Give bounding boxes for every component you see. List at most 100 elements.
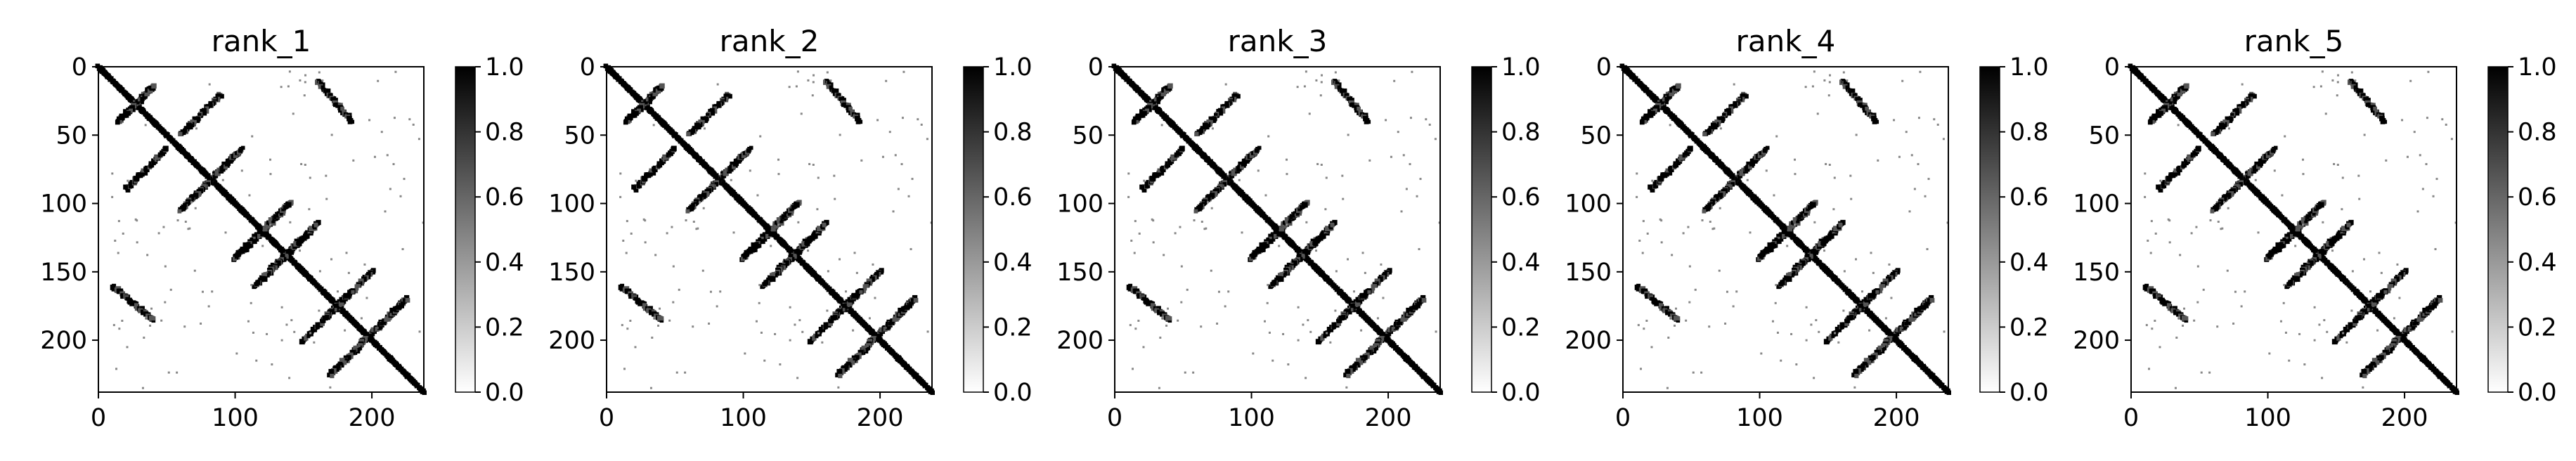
y-tick-label: 150: [40, 259, 87, 287]
sparse-contact-point: [797, 221, 800, 223]
contact-band-2: [623, 83, 665, 125]
y-tick-label: 100: [548, 190, 595, 219]
panel-title: rank_3: [1228, 24, 1328, 58]
contact-point: [353, 345, 358, 350]
sparse-contact-point: [855, 271, 858, 274]
x-tick-label: 0: [599, 404, 614, 432]
sparse-contact-point: [200, 322, 202, 325]
sparse-contact-point: [145, 316, 148, 319]
contact-point: [624, 116, 630, 122]
contact-point: [321, 85, 325, 90]
contact-point: [224, 164, 228, 169]
contact-point: [208, 103, 213, 108]
contact-band-6: [231, 200, 294, 262]
sparse-contact-point: [811, 94, 814, 97]
contact-point: [151, 158, 155, 162]
colorbar-gradient: [455, 67, 475, 392]
sparse-contact-point: [299, 79, 302, 82]
sparse-contact-point: [292, 112, 295, 115]
contact-band-1: [95, 63, 427, 395]
sparse-contact-point: [777, 158, 780, 161]
contact-point: [285, 249, 290, 253]
contact-point: [280, 257, 284, 261]
sparse-contact-point: [114, 240, 117, 242]
contact-point: [250, 239, 256, 245]
sparse-contact-point: [111, 172, 114, 175]
contact-point: [281, 207, 285, 212]
sparse-contact-point: [330, 258, 333, 261]
contact-point: [392, 306, 398, 312]
contact-point: [221, 165, 226, 170]
sparse-contact-point: [184, 221, 187, 223]
sparse-contact-point: [345, 252, 348, 254]
sparse-contact-point: [758, 284, 761, 287]
sparse-contact-point: [121, 319, 124, 322]
contact-point: [328, 93, 333, 98]
contact-point: [377, 321, 381, 325]
contact-band-3: [177, 145, 245, 214]
sparse-contact-point: [288, 70, 291, 73]
sparse-contact-point: [195, 127, 198, 130]
contact-point: [151, 86, 156, 91]
sparse-contact-point: [221, 178, 224, 181]
sparse-contact-point: [418, 138, 420, 141]
sparse-contact-point: [788, 86, 791, 89]
sparse-contact-point: [796, 377, 799, 379]
sparse-contact-point: [164, 301, 167, 304]
sparse-contact-point: [401, 248, 404, 251]
sparse-contact-point: [671, 226, 673, 228]
contact-point: [354, 284, 359, 289]
sparse-contact-point: [659, 307, 661, 310]
contact-point: [659, 86, 664, 91]
sparse-contact-point: [255, 359, 258, 362]
contact-point: [202, 183, 207, 189]
contact-point: [370, 327, 376, 332]
sparse-contact-point: [386, 154, 389, 157]
sparse-contact-point: [187, 228, 190, 230]
sparse-contact-point: [321, 79, 324, 82]
contact-point: [186, 199, 190, 204]
contact-point: [134, 303, 139, 308]
sparse-contact-point: [392, 163, 395, 166]
sparse-contact-point: [837, 386, 840, 389]
contact-map: [603, 63, 935, 395]
contact-point: [279, 212, 283, 216]
sparse-contact-point: [708, 322, 711, 325]
colorbar-tick-label: 0.2: [485, 313, 524, 342]
sparse-contact-point: [288, 377, 291, 379]
contact-point: [262, 226, 268, 232]
contact-point: [631, 112, 637, 118]
contact-point: [335, 102, 339, 108]
sparse-contact-point: [136, 241, 138, 244]
contact-point: [628, 116, 633, 121]
sparse-contact-point: [208, 83, 211, 86]
sparse-contact-point: [834, 197, 836, 200]
sparse-contact-point: [692, 221, 695, 223]
contact-point: [255, 235, 259, 239]
sparse-contact-point: [299, 249, 302, 252]
sparse-contact-point: [117, 252, 119, 254]
sparse-contact-point: [117, 220, 120, 223]
contact-point: [347, 119, 353, 124]
x-tick-label: 200: [857, 404, 904, 432]
sparse-contact-point: [144, 124, 147, 126]
sparse-contact-point: [755, 320, 758, 323]
sparse-contact-point: [619, 172, 622, 175]
contact-point: [342, 109, 346, 114]
sparse-contact-point: [872, 263, 874, 266]
sparse-contact-point: [261, 245, 264, 247]
sparse-contact-point: [826, 309, 829, 312]
contact-point: [320, 321, 325, 326]
contact-point: [626, 119, 630, 124]
contact-point: [293, 241, 299, 247]
sparse-contact-point: [876, 119, 879, 122]
sparse-contact-point: [621, 324, 623, 327]
sparse-contact-point: [796, 70, 799, 73]
sparse-contact-point: [839, 134, 841, 136]
contact-point: [145, 92, 149, 96]
contact-point: [240, 145, 245, 150]
contact-point: [236, 251, 242, 257]
contact-point: [144, 165, 149, 170]
sparse-contact-point: [744, 352, 746, 355]
sparse-contact-point: [167, 371, 170, 374]
